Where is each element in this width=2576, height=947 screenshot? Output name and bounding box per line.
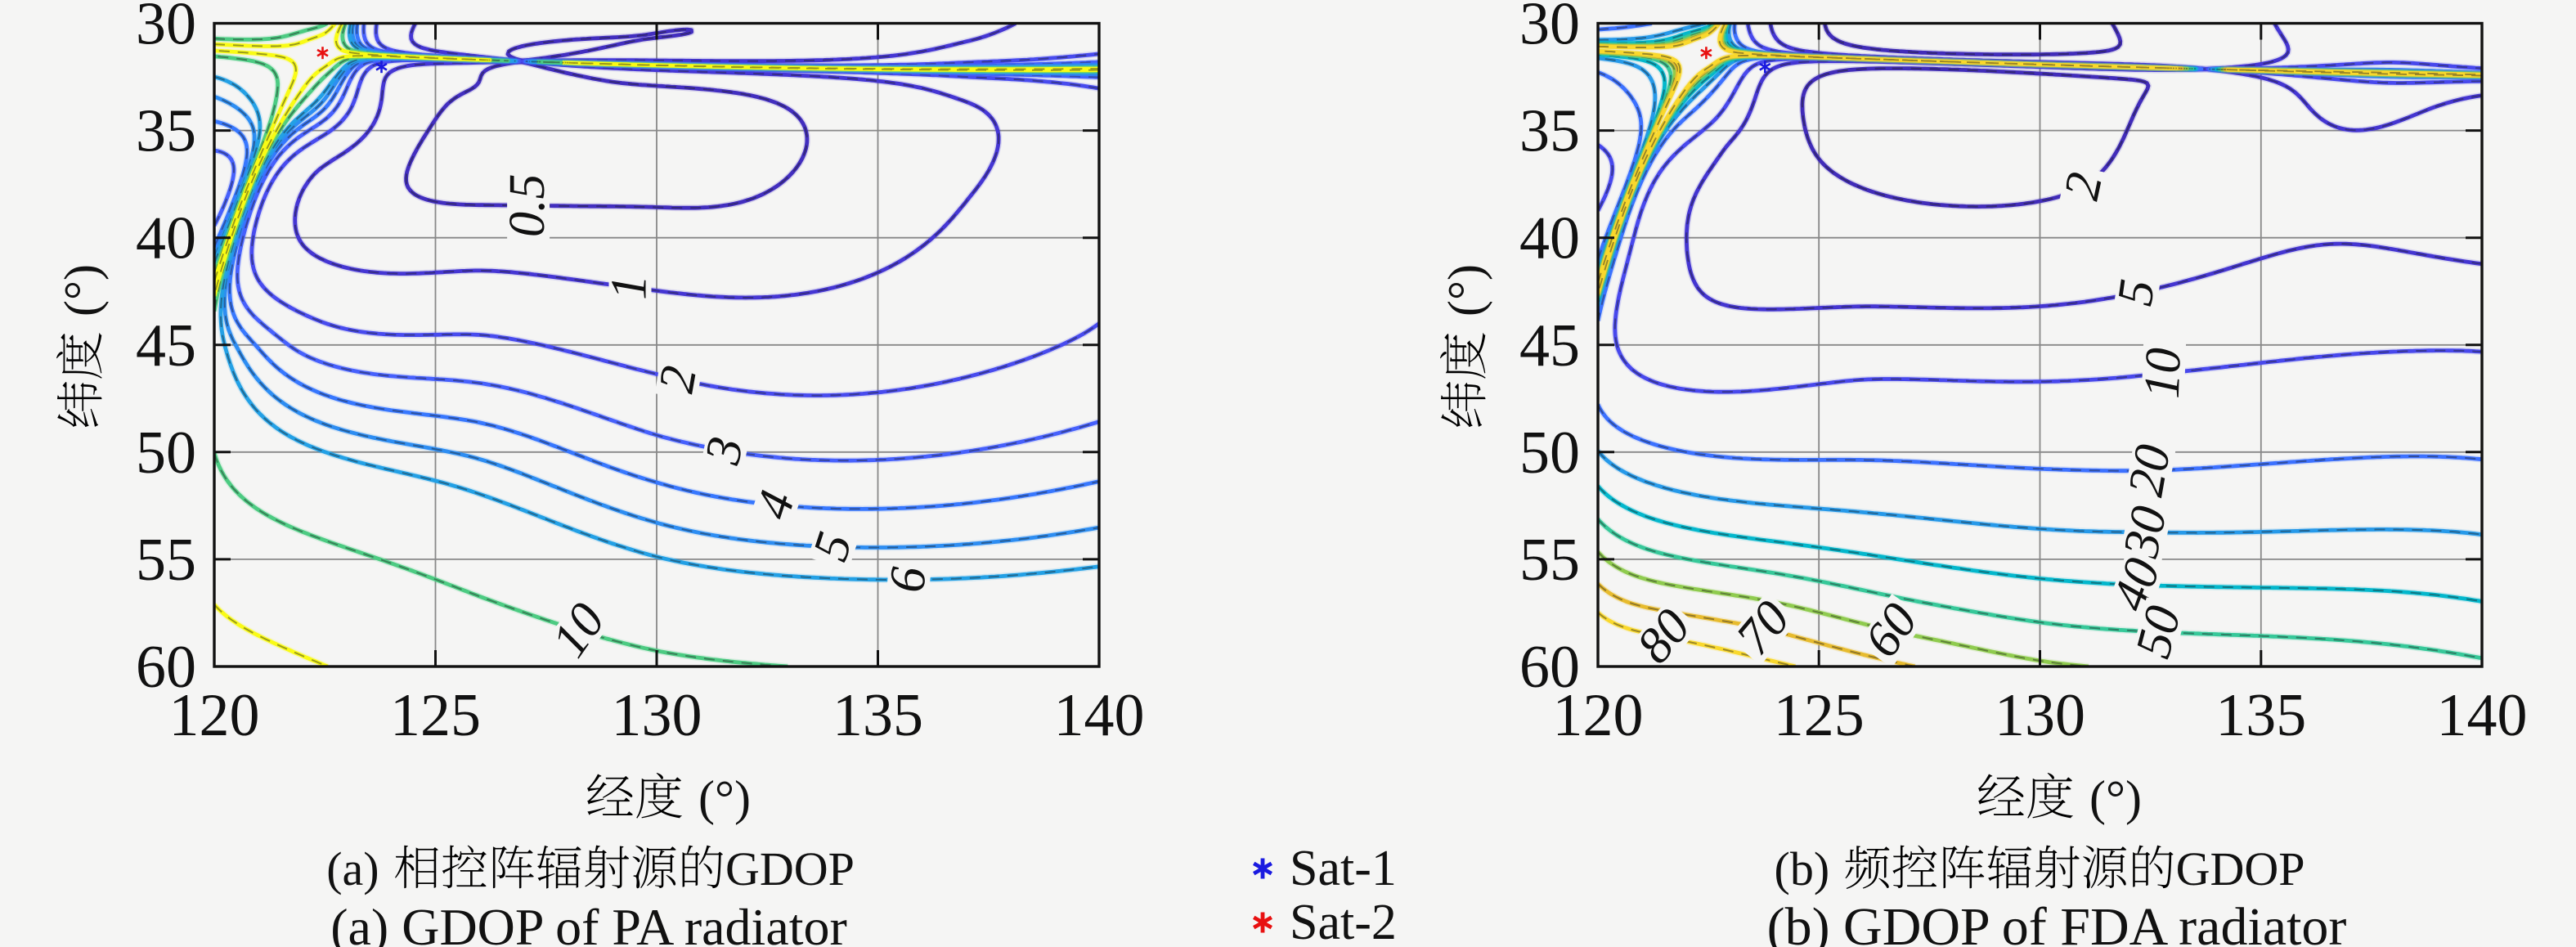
svg-text:30: 30 (2112, 501, 2178, 563)
svg-text:125: 125 (1774, 682, 1865, 749)
svg-text:(°): (°) (2089, 771, 2142, 825)
svg-text:(a): (a) (326, 842, 379, 895)
svg-text:130: 130 (612, 682, 702, 749)
svg-text:GDOP: GDOP (725, 842, 855, 895)
svg-text:(°): (°) (55, 264, 109, 316)
svg-text:35: 35 (1519, 98, 1580, 165)
svg-text:Sat-2: Sat-2 (1290, 895, 1397, 947)
svg-text:35: 35 (136, 98, 196, 165)
svg-text:GDOP: GDOP (2176, 842, 2305, 895)
svg-text:1: 1 (602, 275, 657, 300)
svg-text:30: 30 (1519, 0, 1580, 58)
svg-text:(°): (°) (1438, 264, 1492, 316)
svg-text:(a) GDOP of PA radiator: (a) GDOP of PA radiator (330, 898, 847, 947)
svg-text:55: 55 (1519, 527, 1580, 594)
svg-text:(b) GDOP of FDA radiator: (b) GDOP of FDA radiator (1767, 897, 2347, 947)
svg-text:40: 40 (1519, 205, 1580, 272)
svg-text:50: 50 (136, 420, 196, 487)
svg-text:120: 120 (1553, 682, 1644, 749)
svg-text:140: 140 (2437, 682, 2528, 749)
svg-text:10: 10 (2134, 347, 2192, 399)
svg-text:0.5: 0.5 (500, 174, 555, 237)
svg-text:120: 120 (169, 682, 260, 749)
svg-text:(°): (°) (698, 771, 751, 825)
svg-text:45: 45 (136, 312, 196, 379)
svg-text:60: 60 (136, 634, 196, 701)
svg-text:(b): (b) (1775, 842, 1830, 895)
svg-text:50: 50 (1519, 420, 1580, 487)
svg-text:60: 60 (1519, 634, 1580, 701)
svg-text:40: 40 (136, 205, 196, 272)
svg-text:135: 135 (2215, 682, 2306, 749)
svg-text:140: 140 (1054, 682, 1145, 749)
svg-text:6: 6 (879, 565, 936, 595)
svg-text:130: 130 (1995, 682, 2085, 749)
svg-text:125: 125 (390, 682, 481, 749)
svg-text:135: 135 (832, 682, 923, 749)
svg-text:20: 20 (2118, 441, 2182, 500)
svg-text:Sat-1: Sat-1 (1290, 841, 1397, 896)
svg-text:30: 30 (136, 0, 196, 58)
svg-text:45: 45 (1519, 312, 1580, 379)
svg-text:55: 55 (136, 527, 196, 594)
